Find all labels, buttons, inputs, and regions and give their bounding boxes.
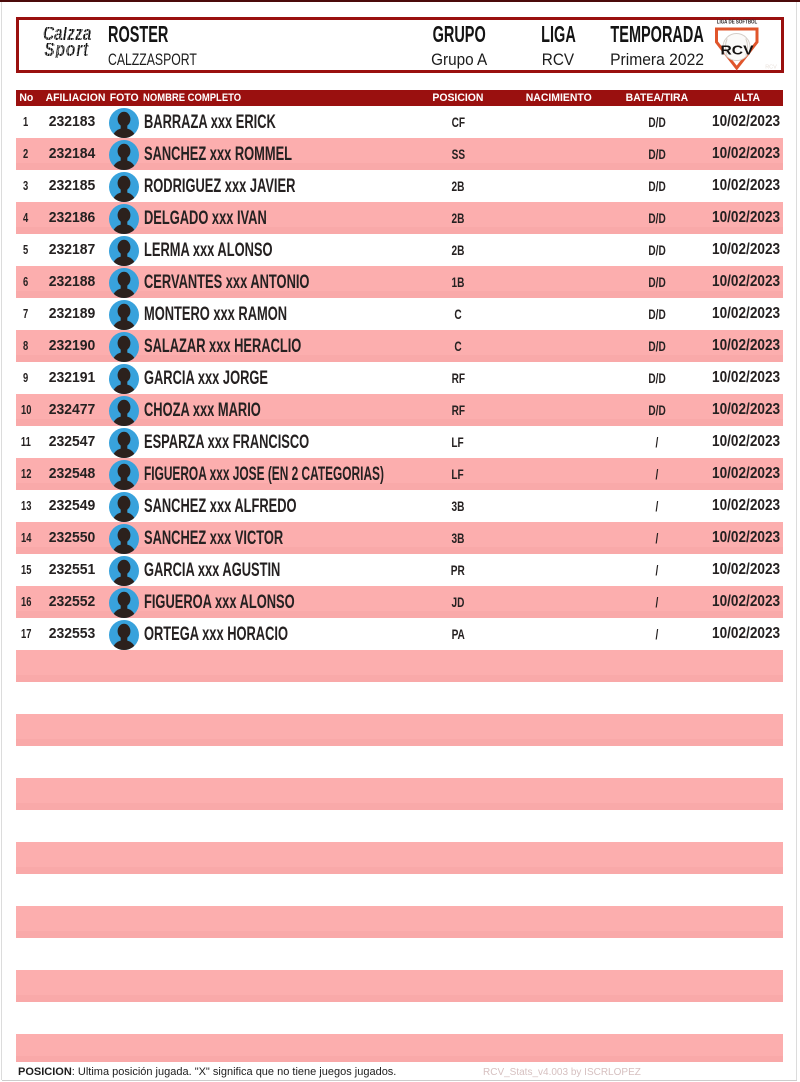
svg-text:LIGA DE SOFTBOL: LIGA DE SOFTBOL — [717, 19, 758, 25]
svg-text:RCV: RCV — [765, 65, 777, 71]
svg-text:RCV: RCV — [721, 43, 754, 58]
